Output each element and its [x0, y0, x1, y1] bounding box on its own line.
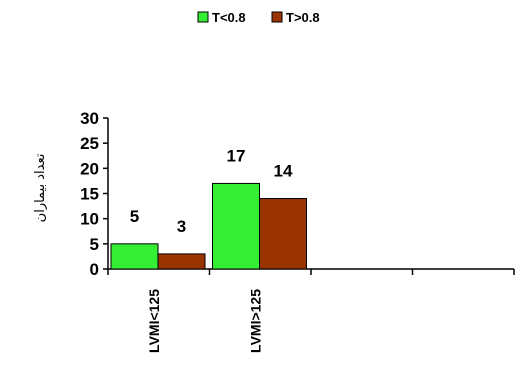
- axes: 0 5 10 15 20 25 30 LVMI<125 LVMI>125: [80, 109, 515, 353]
- legend-label: T>0.8: [286, 10, 320, 25]
- legend-swatch: [271, 11, 283, 23]
- x-category-label: LVMI<125: [146, 289, 162, 353]
- legend-label: T<0.8: [212, 10, 246, 25]
- legend: T<0.8 T>0.8: [197, 10, 320, 25]
- y-tick-label: 5: [90, 235, 99, 254]
- bars: [110, 182, 307, 270]
- data-label: 5: [130, 207, 139, 226]
- y-tick-label: 15: [80, 185, 99, 204]
- data-labels: 5 17 3 14: [130, 146, 293, 235]
- y-tick-label: 20: [80, 159, 99, 178]
- x-category-label: LVMI>125: [247, 289, 263, 353]
- y-tick-label: 25: [80, 134, 99, 153]
- bar-0-1: [212, 182, 260, 270]
- bar-1-0: [157, 253, 206, 270]
- data-label: 17: [227, 146, 246, 165]
- y-tick-label: 0: [90, 260, 99, 279]
- data-label: 14: [274, 162, 293, 181]
- data-label: 3: [177, 217, 186, 236]
- legend-swatch: [197, 11, 209, 23]
- y-tick-label: 10: [80, 210, 99, 229]
- y-axis-label: تعداد بیماران: [33, 153, 48, 222]
- bar-1-1: [259, 198, 307, 270]
- y-tick-label: 30: [80, 109, 99, 128]
- bar-0-0: [110, 243, 159, 270]
